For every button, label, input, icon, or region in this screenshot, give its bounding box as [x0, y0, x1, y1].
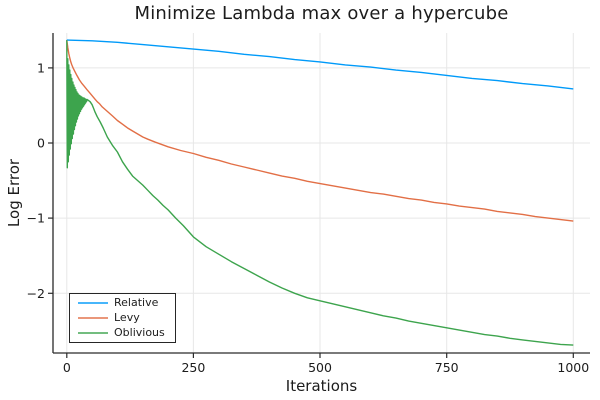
legend-item-oblivious: Oblivious	[70, 326, 175, 340]
legend-line-levy	[78, 317, 108, 319]
legend-label: Oblivious	[114, 326, 165, 339]
x-axis-label: Iterations	[285, 377, 358, 395]
x-tick-label: 250	[181, 360, 205, 375]
legend-item-levy: Levy	[70, 311, 175, 325]
x-tick-label: 0	[63, 360, 71, 375]
legend-line-relative	[78, 302, 108, 304]
legend: Relative Levy Oblivious	[69, 293, 176, 343]
legend-label: Levy	[114, 311, 140, 324]
chart-title: Minimize Lambda max over a hypercube	[134, 3, 509, 24]
y-tick-label: −2	[27, 286, 45, 301]
series-line-oblivious	[66, 40, 574, 346]
y-tick-label: −1	[27, 211, 45, 226]
y-tick-label: 0	[37, 136, 45, 151]
legend-line-oblivious	[78, 332, 108, 334]
x-tick-label: 500	[308, 360, 332, 375]
x-tick-label: 1000	[557, 360, 589, 375]
x-tick-label: 750	[435, 360, 459, 375]
y-axis-label: Log Error	[5, 158, 23, 228]
series-line-levy	[66, 40, 574, 222]
y-tick-label: 1	[37, 60, 45, 75]
legend-item-relative: Relative	[70, 296, 175, 310]
legend-label: Relative	[114, 296, 159, 309]
series-line-relative	[66, 39, 574, 90]
